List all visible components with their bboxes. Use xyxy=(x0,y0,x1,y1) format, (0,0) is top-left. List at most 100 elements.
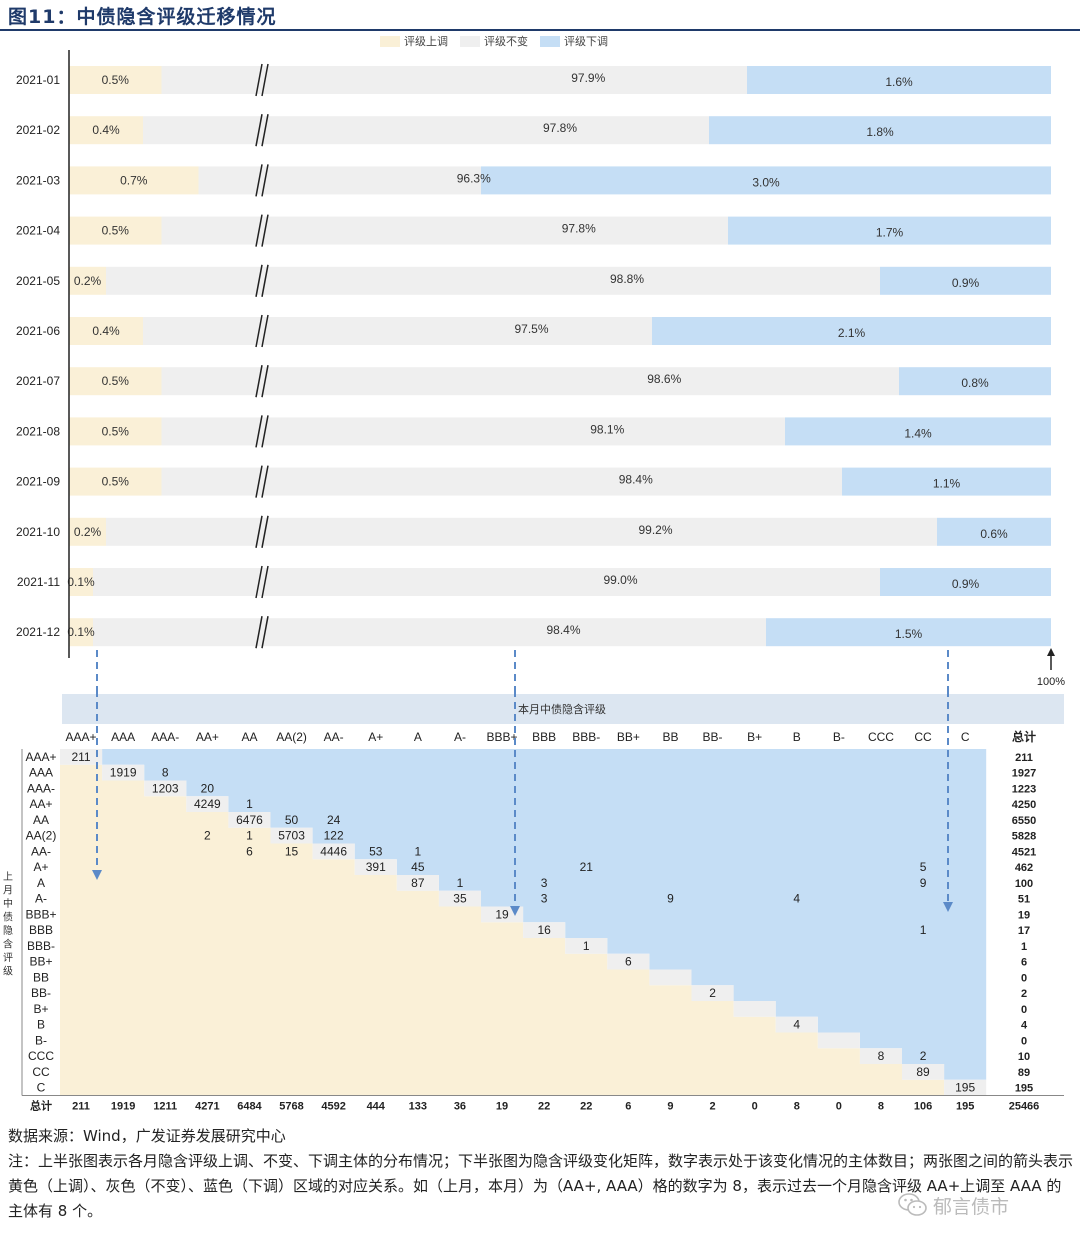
row-header: BBB+ xyxy=(25,907,56,921)
dashed-arrow-head xyxy=(943,902,953,912)
x-max-label: 100% xyxy=(1037,676,1065,688)
note-text: 注：上半张图表示各月隐含评级上调、不变、下调主体的分布情况；下半张图为隐含评级变… xyxy=(8,1152,1074,1220)
bar-downgrade xyxy=(880,266,1051,295)
row-total-value: 4 xyxy=(1021,1020,1028,1032)
label-upgrade: 0.7% xyxy=(120,173,148,187)
row-header: BBB- xyxy=(27,939,55,953)
column-header: AAA+ xyxy=(66,730,97,744)
matrix-cell-value: 6476 xyxy=(236,813,263,827)
y-axis-label-char: 债 xyxy=(3,911,13,924)
row-total-value: 4250 xyxy=(1012,799,1036,811)
matrix-diagonal-cell xyxy=(102,764,145,781)
col-total-value: 8 xyxy=(878,1101,884,1113)
bar-upgrade xyxy=(69,266,106,295)
matrix-cell-value: 2 xyxy=(204,829,211,843)
matrix-diagonal-cell xyxy=(902,1064,945,1080)
matrix-diagonal-cell xyxy=(312,843,355,860)
bar-upgrade xyxy=(69,367,162,396)
axis-break-mark xyxy=(261,63,269,97)
matrix-cell-value: 1 xyxy=(246,797,253,811)
matrix-cell-value: 21 xyxy=(580,860,594,874)
label-unchanged: 98.6% xyxy=(647,372,681,386)
matrix-cell-value: 4249 xyxy=(194,797,221,811)
row-total-value: 0 xyxy=(1021,1004,1027,1016)
bar-upgrade xyxy=(69,467,162,496)
col-total-value: 1919 xyxy=(111,1101,135,1113)
legend-swatch-unchanged xyxy=(460,35,480,47)
label-downgrade: 0.8% xyxy=(961,376,989,390)
column-header: CC xyxy=(914,730,932,744)
col-total-value: 22 xyxy=(580,1101,592,1113)
label-downgrade: 0.9% xyxy=(952,577,980,591)
matrix-cell-value: 1919 xyxy=(110,766,137,780)
matrix-cell-value: 5 xyxy=(920,860,927,874)
bar-upgrade xyxy=(69,517,106,546)
matrix-cell-value: 122 xyxy=(324,829,344,843)
col-total-value: 133 xyxy=(409,1101,427,1113)
bar-unchanged xyxy=(161,66,747,94)
bar-downgrade xyxy=(709,116,1051,145)
row-header: AA- xyxy=(31,844,51,858)
col-total-value: 4592 xyxy=(321,1101,345,1113)
col-total-value: 6 xyxy=(625,1101,631,1113)
row-total-value: 10 xyxy=(1018,1051,1030,1063)
bar-upgrade xyxy=(69,66,162,94)
row-total-value: 211 xyxy=(1015,752,1033,764)
matrix-diagonal-cell xyxy=(565,938,608,954)
y-tick-label: 2021-01 xyxy=(16,73,60,87)
bar-downgrade xyxy=(880,568,1051,596)
label-upgrade: 0.4% xyxy=(92,123,120,137)
legend-swatch-upgrade xyxy=(380,35,400,47)
axis-break-mark xyxy=(261,616,269,649)
row-header: BB xyxy=(33,970,49,984)
row-total-value: 51 xyxy=(1018,894,1030,906)
matrix-cell-value: 195 xyxy=(955,1081,975,1095)
bar-unchanged xyxy=(161,367,899,396)
axis-break-mark xyxy=(255,314,263,348)
title-rule xyxy=(0,29,1080,31)
y-tick-label: 2021-05 xyxy=(16,274,60,288)
row-total-value: 4521 xyxy=(1012,846,1036,858)
axis-break-mark xyxy=(261,565,269,599)
matrix-cell-value: 15 xyxy=(285,844,299,858)
bar-downgrade xyxy=(842,467,1051,496)
row-total-value: 1927 xyxy=(1012,768,1036,780)
row-total-header: 总计 xyxy=(1012,729,1036,744)
matrix-cell-value: 6 xyxy=(246,844,253,858)
label-downgrade: 1.4% xyxy=(904,426,932,440)
row-total-value: 0 xyxy=(1021,1035,1027,1047)
matrix-diagonal-cell xyxy=(523,922,566,938)
label-unchanged: 97.8% xyxy=(562,222,596,236)
column-header: C xyxy=(961,730,970,744)
col-total-value: 1211 xyxy=(153,1101,177,1113)
row-header: C xyxy=(37,1081,46,1095)
col-total-value: 4271 xyxy=(195,1101,219,1113)
row-total-value: 1223 xyxy=(1012,783,1036,795)
row-header: AAA xyxy=(29,766,53,780)
matrix-diagonal-cell xyxy=(396,875,439,891)
bar-downgrade xyxy=(766,618,1051,647)
col-total-value: 9 xyxy=(667,1101,673,1113)
matrix-title: 本月中债隐含评级 xyxy=(518,702,606,716)
axis-break-mark xyxy=(261,465,269,498)
bar-upgrade xyxy=(69,618,93,647)
watermark-text: 郁言债市 xyxy=(933,1195,1010,1218)
col-total-value: 0 xyxy=(752,1101,758,1113)
row-header: A+ xyxy=(33,860,48,874)
legend-item-upgrade: 评级上调 xyxy=(380,33,448,49)
axis-break-mark xyxy=(255,515,263,548)
bar-upgrade xyxy=(69,216,162,245)
matrix-diagonal-cell xyxy=(733,1001,776,1017)
label-upgrade: 0.5% xyxy=(102,224,130,238)
col-total-value: 36 xyxy=(454,1101,466,1113)
matrix-diagonal-cell xyxy=(607,953,650,970)
column-header: AA+ xyxy=(196,730,219,744)
bar-upgrade xyxy=(69,116,143,145)
col-total-value: 195 xyxy=(956,1101,974,1113)
label-unchanged: 98.4% xyxy=(546,623,580,637)
col-total-value: 5768 xyxy=(279,1101,303,1113)
row-total-value: 462 xyxy=(1015,862,1033,874)
bar-downgrade xyxy=(899,367,1051,396)
col-total-value: 22 xyxy=(538,1101,550,1113)
legend-label-unchanged: 评级不变 xyxy=(484,35,528,48)
